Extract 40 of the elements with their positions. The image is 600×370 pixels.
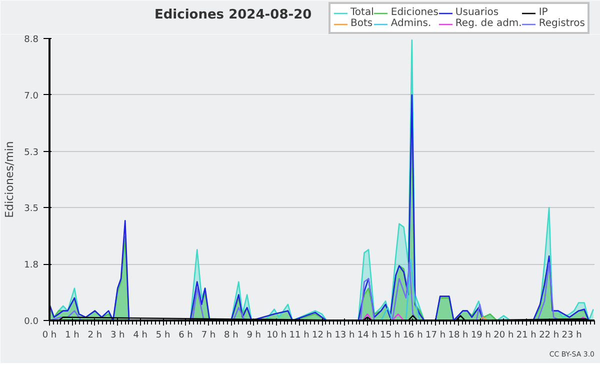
x-tick-label: 1 h xyxy=(65,330,80,340)
x-tick-label: 8 h xyxy=(224,330,238,340)
x-tick-label: 11 h xyxy=(289,330,310,340)
x-tick-label: 13 h xyxy=(334,330,355,340)
x-tick-label: 18 h xyxy=(448,330,468,340)
x-tick-label: 6 h xyxy=(178,330,193,340)
x-tick-label: 20 h xyxy=(494,330,514,340)
y-tick-label: 0.0 xyxy=(24,317,39,327)
x-tick-label: 23 h xyxy=(562,330,582,340)
legend-label: Total xyxy=(350,7,374,18)
y-tick-label: 8.8 xyxy=(24,35,39,45)
legend-label: Reg. de adm. xyxy=(455,18,522,29)
legend-label: IP xyxy=(538,7,549,18)
x-tick-label: 7 h xyxy=(201,330,216,340)
x-tick-label: 0 h xyxy=(42,330,57,340)
x-tick-label: 10 h xyxy=(266,330,287,340)
y-tick-label: 1.8 xyxy=(24,260,39,271)
legend-label: Ediciones xyxy=(390,7,438,18)
x-tick-label: 5 h xyxy=(156,330,170,340)
legend-label: Bots xyxy=(350,18,373,29)
x-tick-label: 16 h xyxy=(402,330,423,340)
x-tick-label: 21 h xyxy=(516,330,536,340)
x-tick-label: 14 h xyxy=(357,330,378,340)
x-tick-label: 2 h xyxy=(88,330,102,340)
x-tick-label: 15 h xyxy=(380,330,400,340)
legend-label: Usuarios xyxy=(455,7,499,18)
x-tick-label: 19 h xyxy=(470,330,491,340)
x-tick-label: 9 h xyxy=(246,330,262,340)
y-tick-label: 7.0 xyxy=(24,91,39,102)
y-tick-label: 3.5 xyxy=(24,204,39,214)
legend-label: Registros xyxy=(538,18,585,29)
legend-label: Admins. xyxy=(390,18,432,29)
y-tick-label: 5.3 xyxy=(24,148,39,158)
y-axis-title: Ediciones/min xyxy=(3,141,16,218)
x-tick-label: 12 h xyxy=(312,330,332,340)
x-tick-label: 4 h xyxy=(133,330,148,340)
x-tick-label: 22 h xyxy=(539,330,560,340)
x-tick-label: 17 h xyxy=(426,330,446,340)
chart-title: Ediciones 2024-08-20 xyxy=(154,8,312,22)
x-tick-label: 3 h xyxy=(110,330,125,340)
